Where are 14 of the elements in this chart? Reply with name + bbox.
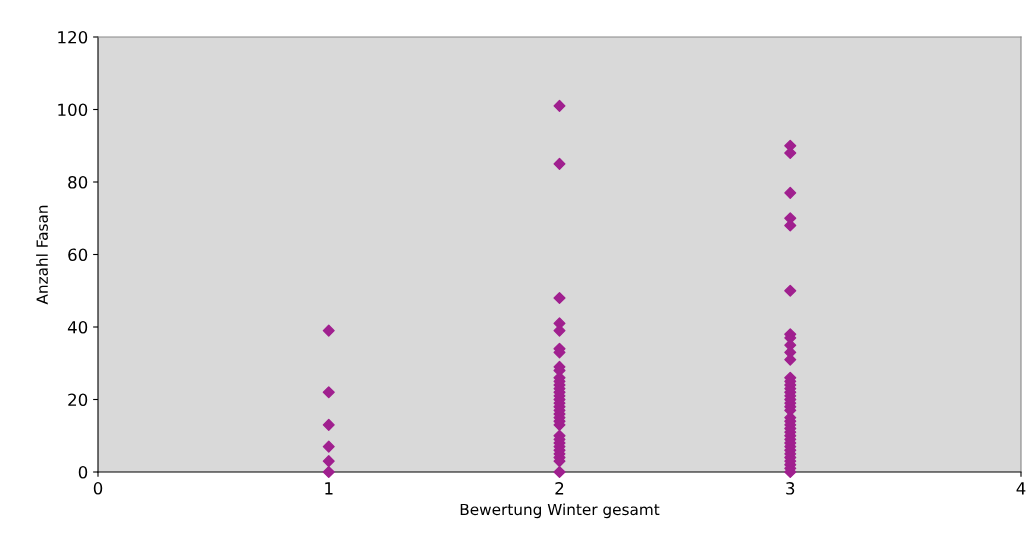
y-tick-label: 120	[58, 30, 88, 44]
y-tick-label: 40	[67, 320, 88, 334]
y-tick-label: 80	[68, 175, 88, 189]
y-tick-label: 20	[68, 393, 88, 407]
x-tick-label: 0	[93, 482, 103, 495]
y-tick-label: 100	[58, 103, 88, 117]
y-tick-label: 60	[68, 248, 88, 262]
x-tick-label: 4	[1016, 482, 1026, 495]
x-tick-label: 1	[325, 482, 333, 495]
x-tick-label: 2	[555, 482, 564, 495]
y-tick-label: 0	[78, 465, 88, 479]
x-axis-title: Bewertung Winter gesamt	[460, 503, 660, 519]
x-tick-label: 3	[786, 482, 795, 495]
y-axis-title: Anzahl Fasan	[36, 205, 48, 305]
